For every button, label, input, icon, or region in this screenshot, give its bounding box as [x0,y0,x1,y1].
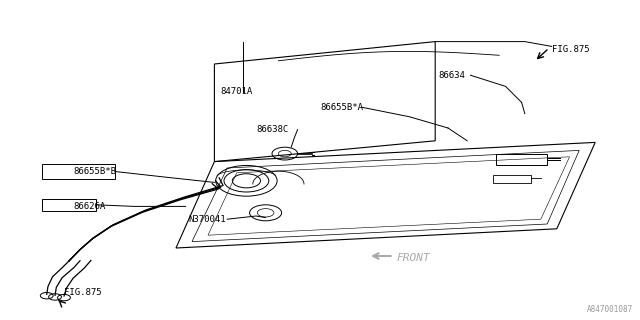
Text: 86655B*A: 86655B*A [320,103,363,112]
Text: A847001087: A847001087 [588,305,634,314]
Text: FIG.875: FIG.875 [552,45,589,54]
Text: 86634: 86634 [438,71,465,80]
Text: 86626A: 86626A [74,202,106,211]
Text: FRONT: FRONT [397,252,431,263]
Text: 86638C: 86638C [256,125,288,134]
Text: 84701A: 84701A [221,87,253,96]
Text: FIG.875: FIG.875 [64,288,102,297]
Text: N370041: N370041 [189,215,227,224]
Text: 86655B*B: 86655B*B [74,167,116,176]
